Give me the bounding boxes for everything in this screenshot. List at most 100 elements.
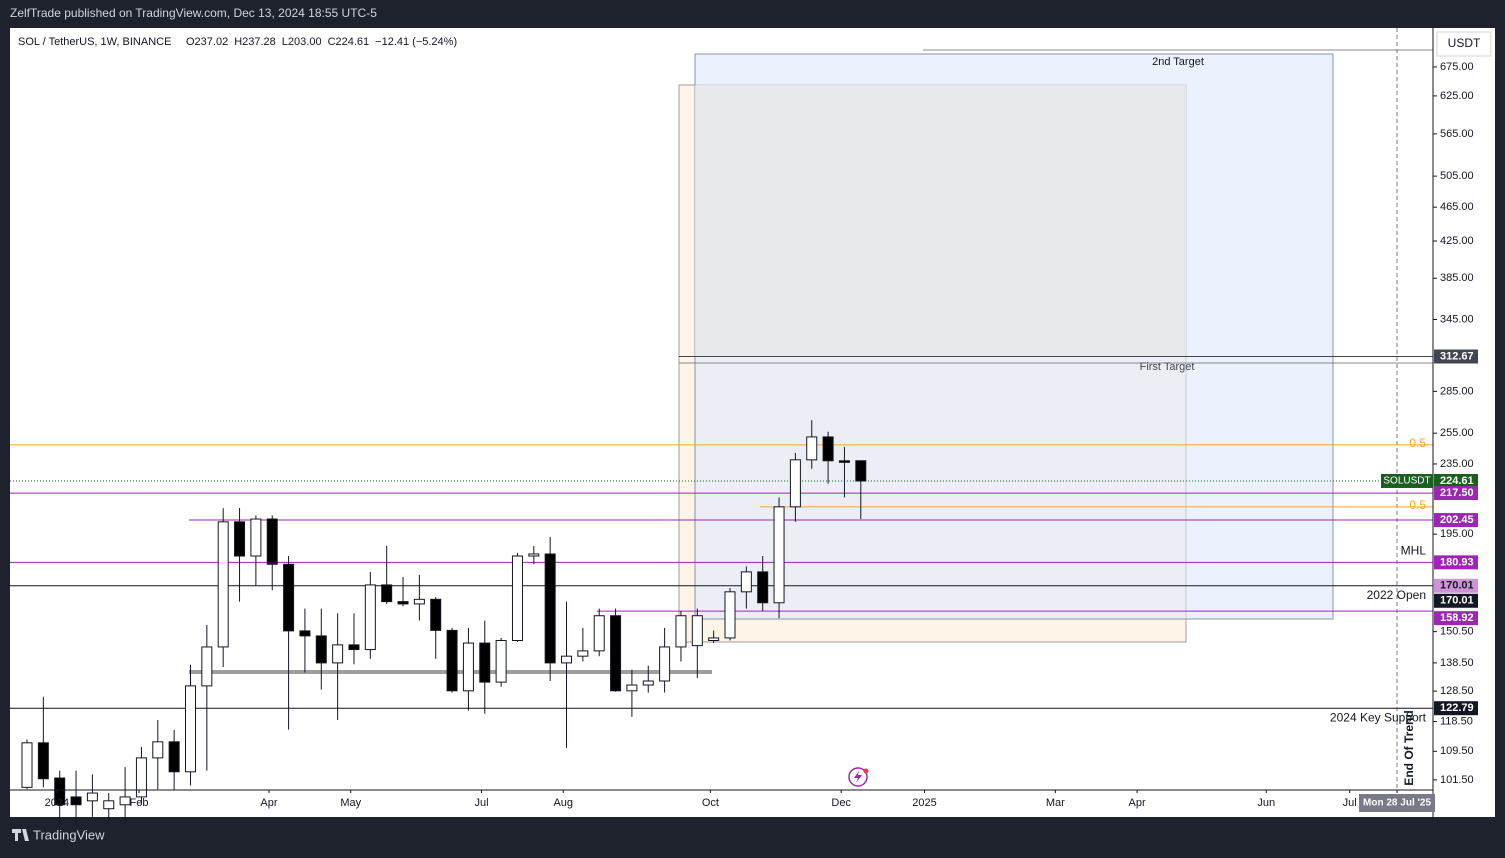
y-tick-label: 675.00	[1440, 61, 1474, 73]
candle-body	[593, 615, 605, 652]
candle-body	[332, 644, 344, 664]
candle-body	[561, 655, 573, 664]
candle-body	[135, 757, 147, 798]
candle-body	[544, 553, 556, 664]
price-label-box	[1434, 611, 1478, 626]
candle-body	[626, 684, 638, 692]
x-tick-label: Aug	[553, 797, 573, 809]
candle-body	[413, 598, 425, 605]
y-tick-label: 285.00	[1440, 385, 1474, 397]
candle	[381, 545, 393, 604]
price-label: 217.50	[1440, 487, 1474, 499]
price-label-box	[1434, 349, 1478, 364]
legend-value: −12.41 (−5.24%)	[375, 36, 457, 48]
x-tick-label: Feb	[130, 797, 149, 809]
annotation: 2nd Target	[1152, 56, 1204, 68]
candle	[152, 720, 164, 790]
candle	[430, 597, 442, 659]
candle	[37, 696, 49, 788]
candle-body	[119, 796, 131, 806]
candle	[561, 601, 573, 748]
candle-body	[773, 506, 785, 604]
price-label: 224.61	[1440, 475, 1474, 487]
candle	[806, 420, 818, 469]
price-label-box	[1434, 578, 1478, 593]
candle-body	[577, 650, 589, 657]
candle	[708, 630, 720, 644]
currency-box[interactable]	[1436, 31, 1492, 57]
level-text: MHL	[1401, 544, 1427, 558]
candle	[21, 739, 33, 790]
price-label-box	[1434, 513, 1478, 528]
candle-body	[283, 563, 295, 632]
currency[interactable]: USDT	[1448, 36, 1481, 50]
candle-body	[740, 571, 752, 593]
candle	[757, 556, 769, 611]
candle-body	[315, 635, 327, 664]
candle-body	[86, 792, 98, 802]
candle-body	[838, 460, 850, 463]
candle	[855, 460, 867, 520]
candle	[495, 637, 507, 687]
candle	[168, 729, 180, 790]
x-tick-label: 2025	[912, 797, 936, 809]
y-tick-label: 565.00	[1440, 128, 1474, 140]
candle-body	[103, 800, 115, 810]
candle-body	[184, 685, 196, 773]
candle-body	[348, 644, 360, 651]
x-tick-label: Jun	[1257, 797, 1275, 809]
publisher: ZelfTrade published on TradingView.com, …	[10, 6, 377, 20]
candle	[201, 624, 213, 771]
y-tick-label: 128.50	[1440, 685, 1474, 697]
x-tick-label: Jul	[474, 797, 488, 809]
candle-body	[70, 796, 82, 806]
candle-body	[266, 518, 278, 565]
candle-body	[511, 555, 523, 641]
x-tick-label: May	[340, 797, 361, 809]
candle-body	[250, 518, 262, 557]
footer: TradingView	[33, 827, 105, 842]
y-tick-label: 109.50	[1440, 745, 1474, 757]
x-cursor-box	[1359, 794, 1436, 812]
candle	[348, 613, 360, 665]
candle	[135, 746, 147, 805]
candle	[593, 608, 605, 657]
candle-body	[397, 601, 409, 605]
price-label-box	[1434, 555, 1478, 570]
candle	[119, 767, 131, 821]
level-text: 0.5	[1409, 436, 1426, 450]
symbol-tag: SOLUSDT	[1383, 476, 1430, 487]
y-tick-label: 425.00	[1440, 235, 1474, 247]
candle-body	[430, 598, 442, 631]
candle	[691, 608, 703, 679]
x-tick-label: Jul	[1343, 797, 1357, 809]
candle	[610, 608, 622, 692]
price-label: 202.45	[1440, 514, 1474, 526]
level-text: 0.5	[1409, 498, 1426, 512]
y-tick-label: 465.00	[1440, 201, 1474, 213]
y-tick-label: 138.50	[1440, 657, 1474, 669]
y-tick-label: 235.00	[1440, 458, 1474, 470]
candle	[462, 627, 474, 711]
level-text: 2024 Key Support	[1330, 710, 1427, 724]
candle-body	[37, 742, 49, 780]
candle-body	[54, 777, 66, 806]
y-tick-label: 385.00	[1440, 272, 1474, 284]
y-tick-label: 255.00	[1440, 427, 1474, 439]
candle	[397, 577, 409, 607]
candle	[315, 608, 327, 690]
candle-body	[675, 615, 687, 648]
candle	[54, 770, 66, 826]
candle-body	[822, 436, 834, 462]
candle	[528, 545, 540, 565]
price-label-box	[1434, 473, 1478, 488]
candle-body	[217, 521, 229, 648]
candle-body	[168, 741, 180, 773]
candle	[283, 556, 295, 730]
price-label: 170.01	[1440, 580, 1474, 592]
price-label-box	[1434, 701, 1478, 716]
candle-body	[152, 741, 164, 759]
drawings	[189, 28, 1433, 790]
candle	[250, 515, 262, 586]
candle	[789, 452, 801, 522]
